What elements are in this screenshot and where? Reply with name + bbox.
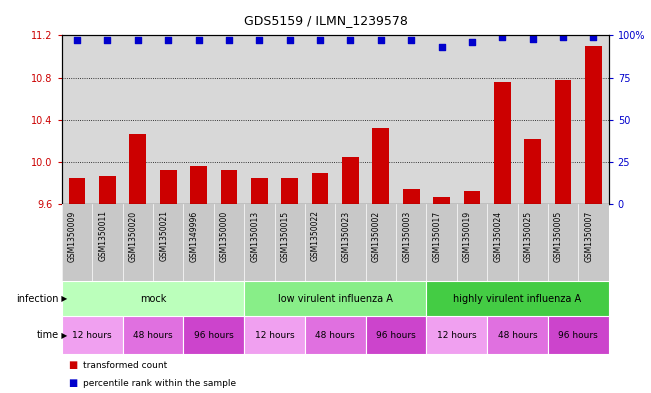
- Text: ■: ■: [68, 378, 77, 388]
- Text: infection: infection: [16, 294, 59, 304]
- Bar: [69, 178, 85, 204]
- Bar: [251, 178, 268, 204]
- Text: ■: ■: [68, 360, 77, 371]
- Point: [558, 34, 568, 40]
- Bar: [434, 197, 450, 204]
- Text: GSM1350017: GSM1350017: [433, 211, 441, 262]
- Bar: [221, 169, 237, 204]
- Text: 12 hours: 12 hours: [255, 331, 294, 340]
- Point: [527, 36, 538, 42]
- Text: GSM1350003: GSM1350003: [402, 211, 411, 262]
- Text: GSM1350002: GSM1350002: [372, 211, 381, 262]
- Text: GSM1350020: GSM1350020: [129, 211, 138, 262]
- Text: 96 hours: 96 hours: [559, 331, 598, 340]
- Point: [163, 37, 173, 44]
- Bar: [585, 46, 602, 204]
- Text: 96 hours: 96 hours: [376, 331, 416, 340]
- Point: [406, 37, 417, 44]
- Bar: [312, 173, 329, 204]
- Text: GSM1350022: GSM1350022: [311, 211, 320, 261]
- Bar: [525, 139, 541, 204]
- Text: mock: mock: [140, 294, 166, 304]
- Text: GSM1350000: GSM1350000: [220, 211, 229, 262]
- Bar: [281, 178, 298, 204]
- Bar: [244, 281, 426, 316]
- Text: 48 hours: 48 hours: [498, 331, 537, 340]
- Bar: [494, 82, 510, 204]
- Point: [345, 37, 355, 44]
- Point: [133, 37, 143, 44]
- Point: [224, 37, 234, 44]
- Text: GSM1350019: GSM1350019: [463, 211, 472, 262]
- Bar: [244, 316, 305, 354]
- Bar: [366, 316, 426, 354]
- Text: 96 hours: 96 hours: [194, 331, 234, 340]
- Bar: [99, 176, 116, 204]
- Bar: [342, 157, 359, 204]
- Text: 48 hours: 48 hours: [316, 331, 355, 340]
- Text: 48 hours: 48 hours: [133, 331, 173, 340]
- Point: [589, 34, 599, 40]
- Text: GSM1349996: GSM1349996: [189, 211, 199, 262]
- Point: [102, 37, 113, 44]
- Bar: [464, 191, 480, 204]
- Text: 12 hours: 12 hours: [437, 331, 477, 340]
- Bar: [548, 316, 609, 354]
- Point: [467, 39, 477, 45]
- Text: GSM1350024: GSM1350024: [493, 211, 503, 262]
- Point: [497, 34, 508, 40]
- Text: ▶: ▶: [59, 331, 67, 340]
- Text: GSM1350025: GSM1350025: [524, 211, 533, 262]
- Text: GSM1350023: GSM1350023: [342, 211, 350, 262]
- Bar: [305, 316, 366, 354]
- Text: GSM1350005: GSM1350005: [554, 211, 563, 262]
- Text: time: time: [36, 330, 59, 340]
- Point: [284, 37, 295, 44]
- Text: 12 hours: 12 hours: [72, 331, 112, 340]
- Text: transformed count: transformed count: [83, 361, 167, 370]
- Text: GSM1350009: GSM1350009: [68, 211, 77, 262]
- Point: [254, 37, 264, 44]
- Text: low virulent influenza A: low virulent influenza A: [278, 294, 393, 304]
- Text: highly virulent influenza A: highly virulent influenza A: [454, 294, 581, 304]
- Bar: [426, 316, 487, 354]
- Bar: [555, 80, 572, 204]
- Text: GSM1350011: GSM1350011: [98, 211, 107, 261]
- Bar: [130, 134, 146, 204]
- Text: percentile rank within the sample: percentile rank within the sample: [83, 379, 236, 387]
- Bar: [372, 128, 389, 204]
- Bar: [122, 316, 184, 354]
- Text: ▶: ▶: [59, 294, 67, 303]
- Bar: [159, 169, 176, 204]
- Bar: [62, 281, 244, 316]
- Point: [436, 44, 447, 50]
- Bar: [426, 281, 609, 316]
- Bar: [487, 316, 548, 354]
- Text: GSM1350021: GSM1350021: [159, 211, 168, 261]
- Bar: [190, 166, 207, 204]
- Point: [193, 37, 204, 44]
- Point: [376, 37, 386, 44]
- Bar: [184, 316, 244, 354]
- Text: GDS5159 / ILMN_1239578: GDS5159 / ILMN_1239578: [243, 14, 408, 27]
- Bar: [62, 316, 122, 354]
- Text: GSM1350013: GSM1350013: [251, 211, 259, 262]
- Bar: [403, 189, 419, 204]
- Point: [315, 37, 326, 44]
- Point: [72, 37, 82, 44]
- Text: GSM1350007: GSM1350007: [585, 211, 594, 262]
- Text: GSM1350015: GSM1350015: [281, 211, 290, 262]
